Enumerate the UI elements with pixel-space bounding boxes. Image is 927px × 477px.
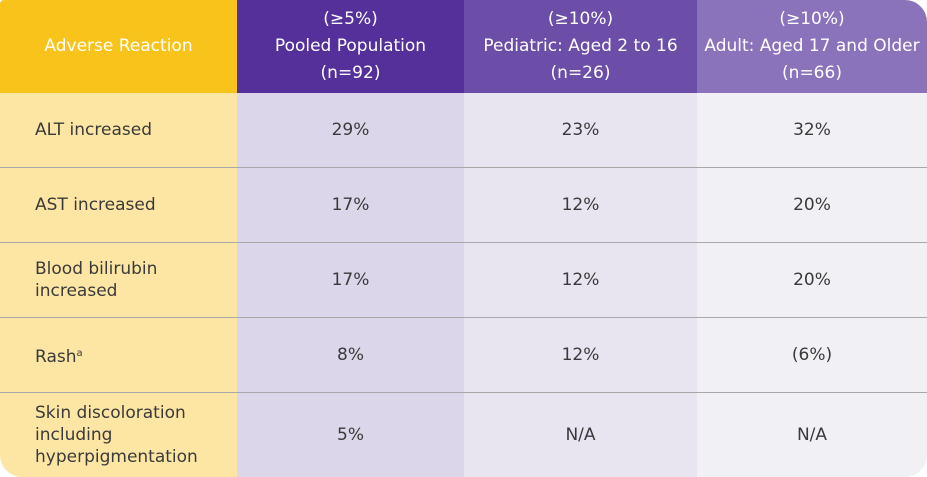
value-cell: N/A: [464, 392, 697, 477]
header-n: (n=66): [782, 63, 842, 83]
value-text: 29%: [331, 120, 370, 140]
row-label-cell: Skin discoloration including hyperpigmen…: [0, 392, 237, 477]
value-text: 17%: [331, 195, 370, 215]
header-threshold: (≥10%): [779, 9, 845, 29]
value-cell: 20%: [697, 167, 927, 242]
header-text: Adverse Reaction: [44, 36, 193, 56]
value-text: 12%: [561, 345, 600, 365]
reaction-label: ALT increased: [35, 119, 152, 141]
reaction-text: Rash: [35, 346, 77, 367]
value-text: 20%: [793, 270, 831, 290]
value-cell: N/A: [697, 392, 927, 477]
reaction-label: Skin discoloration including hyperpigmen…: [35, 402, 210, 468]
value-text: N/A: [565, 425, 596, 445]
footnote-marker: a: [76, 347, 83, 359]
value-text: 12%: [561, 270, 600, 290]
value-cell: 17%: [237, 242, 464, 317]
header-threshold: (≥10%): [547, 9, 614, 29]
value-text: N/A: [796, 425, 828, 445]
row-label-cell: AST increased: [0, 167, 237, 242]
value-cell: 12%: [464, 317, 697, 392]
value-cell: 20%: [697, 242, 927, 317]
value-cell: 8%: [237, 317, 464, 392]
reaction-text: Blood bilirubin increased: [35, 259, 158, 301]
value-text: 32%: [793, 120, 831, 140]
value-text: 12%: [561, 195, 600, 215]
row-label-cell: Rasha: [0, 317, 237, 392]
value-text: 23%: [561, 120, 600, 140]
value-text: 5%: [337, 425, 364, 445]
value-text: 20%: [793, 195, 831, 215]
value-cell: 32%: [697, 93, 927, 167]
header-n: (n=26): [550, 63, 611, 83]
value-cell: 17%: [237, 167, 464, 242]
value-cell: 29%: [237, 93, 464, 167]
value-cell: (6%): [697, 317, 927, 392]
header-cell: (≥5%) Pooled Population (n=92): [237, 0, 464, 93]
value-cell: 12%: [464, 242, 697, 317]
header-cell: (≥10%) Adult: Aged 17 and Older (n=66): [697, 0, 927, 93]
value-cell: 23%: [464, 93, 697, 167]
header-name: Pediatric: Aged 2 to 16: [483, 36, 678, 56]
header-name: Adult: Aged 17 and Older: [704, 36, 920, 56]
header-n: (n=92): [320, 63, 381, 83]
value-text: 17%: [331, 270, 370, 290]
header-threshold: (≥5%): [323, 9, 378, 29]
row-label-cell: ALT increased: [0, 93, 237, 167]
reaction-label: Rasha: [35, 343, 83, 368]
reaction-label: AST increased: [35, 194, 156, 216]
row-label-cell: Blood bilirubin increased: [0, 242, 237, 317]
header-cell: Adverse Reaction: [0, 0, 237, 93]
header-name: Pooled Population: [274, 36, 427, 56]
value-cell: 5%: [237, 392, 464, 477]
value-text: 8%: [337, 345, 364, 365]
reaction-text: AST increased: [35, 195, 156, 215]
value-text: (6%): [791, 345, 833, 365]
reaction-text: Skin discoloration including hyperpigmen…: [35, 403, 198, 467]
value-cell: 12%: [464, 167, 697, 242]
header-cell: (≥10%) Pediatric: Aged 2 to 16 (n=26): [464, 0, 697, 93]
reaction-label: Blood bilirubin increased: [35, 258, 210, 302]
reaction-text: ALT increased: [35, 120, 152, 140]
